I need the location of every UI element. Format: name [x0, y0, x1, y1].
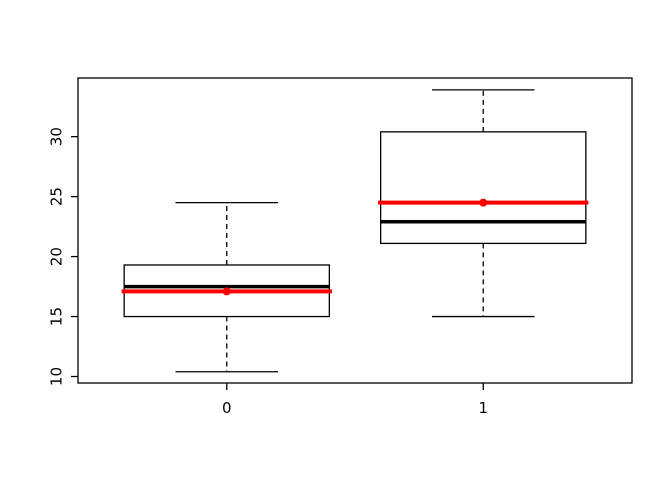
y-axis-tick-label-15: 15	[48, 307, 66, 326]
y-axis-tick-label-10: 10	[48, 367, 66, 386]
y-axis-tick-label-30: 30	[48, 127, 66, 146]
x-axis-tick-label-1: 1	[478, 399, 488, 417]
plot-border	[77, 77, 633, 384]
y-axis-tick-label-20: 20	[48, 247, 66, 266]
mean-point-0	[222, 287, 231, 296]
mean-point-1	[479, 198, 488, 207]
iqr-box-1	[379, 131, 587, 245]
x-axis-tick-label-0: 0	[222, 399, 232, 417]
y-axis-tick-label-25: 25	[48, 187, 66, 206]
